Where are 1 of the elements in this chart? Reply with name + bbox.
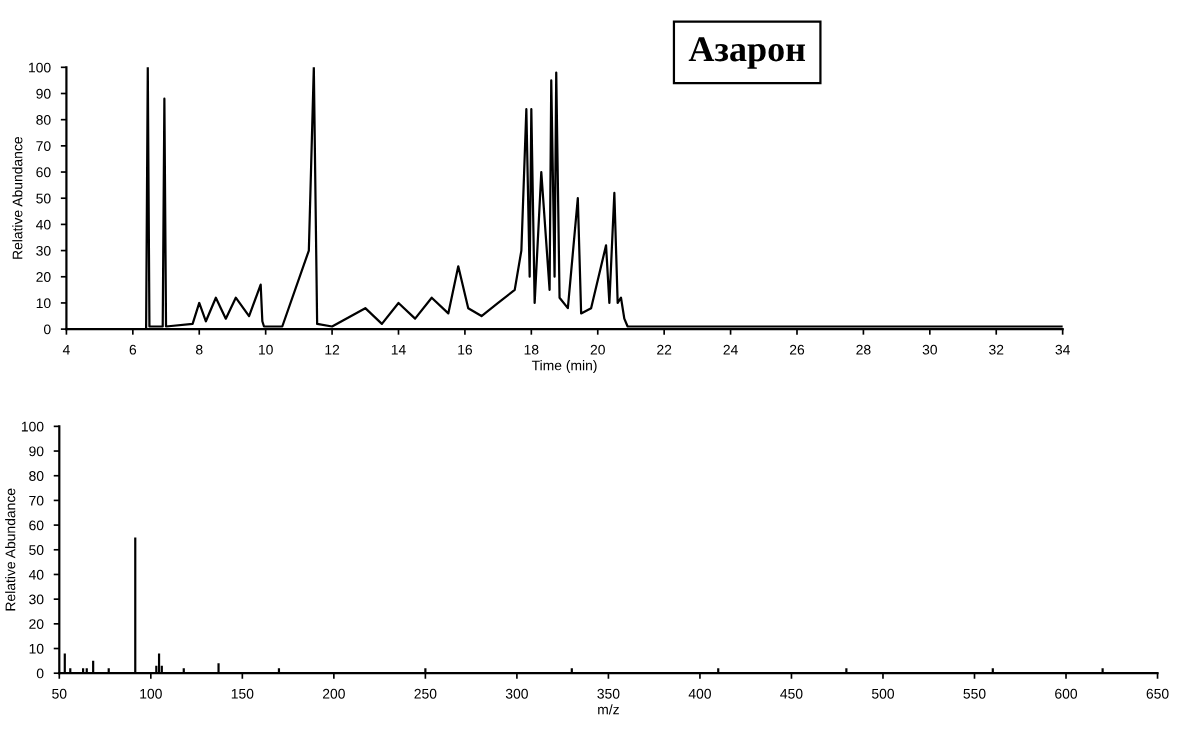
annotation: Азарон	[688, 37, 806, 69]
